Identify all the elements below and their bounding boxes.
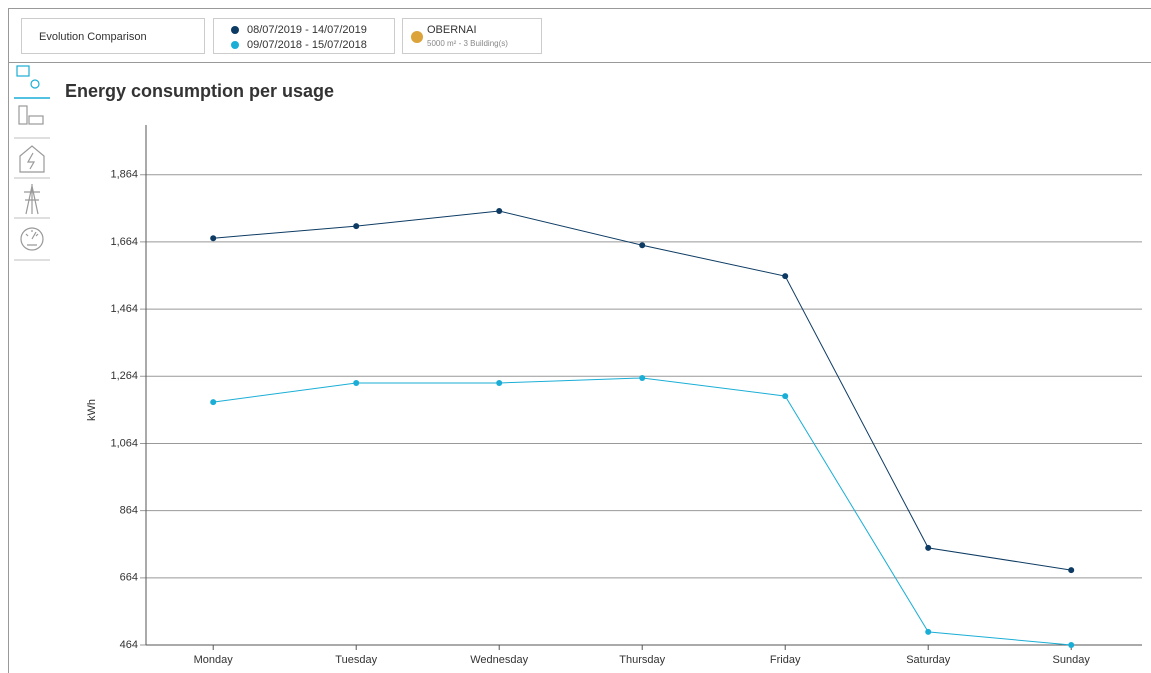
legend-dot bbox=[231, 25, 239, 34]
y-tick-label: 464 bbox=[120, 639, 138, 651]
legend-dot bbox=[231, 40, 239, 49]
legend-label: 09/07/2018 - 15/07/2018 bbox=[247, 38, 367, 51]
series-line bbox=[213, 377, 1072, 646]
chart-title: Energy consumption per usage bbox=[65, 81, 334, 101]
x-tick-label: Sunday bbox=[1053, 654, 1091, 666]
data-point bbox=[782, 393, 789, 400]
data-point bbox=[496, 207, 503, 214]
data-point bbox=[1068, 642, 1075, 648]
y-tick-label: 1,464 bbox=[110, 303, 138, 315]
sidebar bbox=[14, 64, 50, 264]
data-point bbox=[210, 399, 217, 406]
data-point bbox=[210, 235, 217, 242]
y-tick-label: 1,664 bbox=[110, 236, 138, 248]
tab[interactable]: Evolution Comparison bbox=[21, 18, 205, 54]
legend-entry: 08/07/2019 - 14/07/2019 bbox=[231, 22, 394, 37]
x-tick-label: Thursday bbox=[619, 654, 665, 666]
x-tick-label: Saturday bbox=[906, 654, 951, 666]
site-name: OBERNAI bbox=[427, 24, 477, 36]
data-point bbox=[1068, 567, 1075, 574]
divider bbox=[8, 62, 1151, 63]
legend-label: 08/07/2019 - 14/07/2019 bbox=[247, 23, 367, 36]
data-point bbox=[925, 544, 932, 551]
site-details: 5000 m² - 3 Building(s) bbox=[427, 39, 508, 48]
data-point bbox=[353, 379, 360, 386]
site-dot bbox=[411, 31, 423, 43]
series-line bbox=[213, 210, 1072, 571]
y-tick-label: 1,064 bbox=[110, 437, 138, 449]
data-point bbox=[496, 379, 503, 386]
y-tick-label: 664 bbox=[120, 572, 138, 584]
frame bbox=[8, 8, 1151, 673]
y-tick-label: 1,264 bbox=[110, 370, 138, 382]
data-point bbox=[782, 273, 789, 280]
y-tick-label: 864 bbox=[120, 505, 138, 517]
y-axis-label: kWh bbox=[86, 399, 98, 421]
data-point bbox=[925, 628, 932, 635]
sidebar-icons[interactable] bbox=[14, 64, 50, 264]
x-tick-label: Wednesday bbox=[470, 654, 528, 666]
x-tick-label: Monday bbox=[194, 654, 234, 666]
data-point bbox=[639, 242, 646, 249]
data-point bbox=[353, 223, 360, 230]
legend-entry: 09/07/2018 - 15/07/2018 bbox=[231, 37, 394, 52]
period-legend[interactable]: 08/07/2019 - 14/07/2019 09/07/2018 - 15/0… bbox=[213, 18, 395, 54]
x-tick-label: Friday bbox=[770, 654, 801, 666]
data-point bbox=[639, 374, 646, 381]
x-tick-label: Tuesday bbox=[335, 654, 377, 666]
site-selector[interactable]: OBERNAI 5000 m² - 3 Building(s) bbox=[402, 18, 542, 54]
y-tick-label: 1,864 bbox=[110, 169, 138, 181]
